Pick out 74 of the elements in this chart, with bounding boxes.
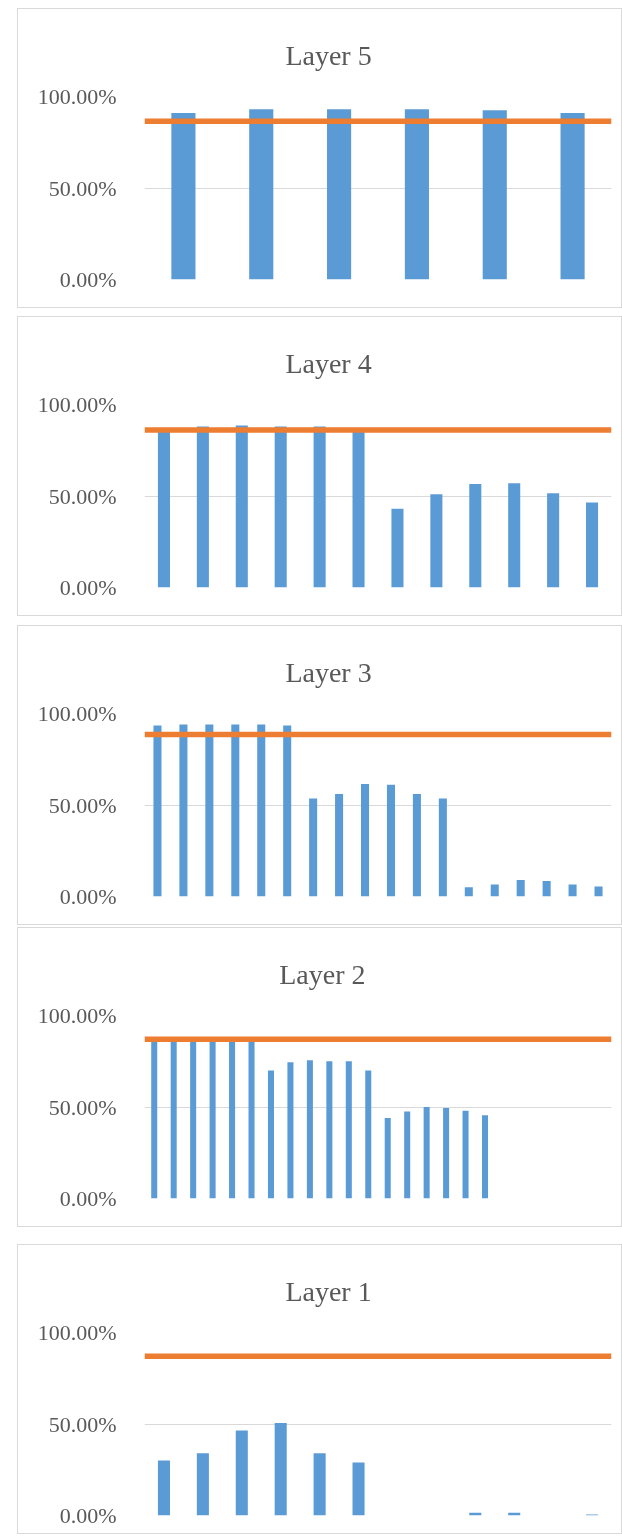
bar — [586, 502, 599, 588]
bar — [462, 1110, 469, 1199]
bar — [151, 1040, 158, 1199]
chart-title: Layer 2 — [279, 959, 366, 990]
bar — [365, 1070, 372, 1199]
y-tick-label: 0.00% — [59, 1186, 117, 1211]
y-tick-label: 0.00% — [59, 884, 117, 909]
bar — [508, 483, 521, 588]
bar — [430, 494, 443, 588]
bar — [283, 725, 292, 897]
bar — [412, 794, 421, 897]
bar — [229, 1040, 236, 1199]
chart-title: Layer 1 — [285, 1276, 372, 1307]
bar — [274, 426, 287, 588]
bar — [352, 431, 365, 588]
bar — [170, 1040, 177, 1199]
bar — [335, 794, 344, 897]
y-tick-label: 50.00% — [48, 1094, 117, 1120]
bar — [361, 783, 370, 897]
bar — [157, 1460, 170, 1516]
bar — [490, 884, 499, 897]
bar — [231, 724, 240, 897]
bar — [235, 425, 248, 588]
bar — [345, 1061, 352, 1199]
bar — [352, 1462, 365, 1516]
bar — [306, 1060, 313, 1199]
y-tick-label: 50.00% — [48, 483, 117, 509]
bar — [438, 798, 447, 897]
bar — [205, 724, 214, 897]
bar — [257, 724, 266, 897]
bar — [568, 884, 577, 897]
bar — [391, 508, 404, 588]
bar — [542, 880, 551, 897]
bar — [309, 798, 318, 897]
bar — [443, 1107, 450, 1199]
y-tick-label: 50.00% — [48, 1411, 117, 1437]
bar — [313, 426, 326, 588]
bar — [196, 1453, 209, 1516]
bar — [516, 880, 525, 897]
bar — [464, 887, 473, 897]
y-tick-label: 0.00% — [59, 1503, 117, 1528]
y-tick-label: 100.00% — [37, 84, 117, 109]
bar — [482, 1115, 489, 1199]
bar — [326, 1061, 333, 1199]
chart-title: Layer 3 — [285, 657, 372, 688]
bar — [190, 1040, 197, 1199]
y-tick-label: 100.00% — [37, 701, 117, 726]
bar — [423, 1107, 430, 1199]
chart-title: Layer 5 — [285, 40, 372, 71]
bar — [594, 886, 603, 897]
bar — [209, 1040, 216, 1199]
bar — [287, 1062, 294, 1199]
bar — [196, 426, 209, 588]
bar — [157, 431, 170, 588]
y-tick-label: 0.00% — [59, 575, 117, 600]
y-tick-label: 50.00% — [48, 792, 117, 818]
y-tick-label: 100.00% — [37, 392, 117, 417]
bar — [153, 725, 162, 897]
bar — [404, 1111, 411, 1199]
bar — [274, 1423, 287, 1516]
bar — [248, 1040, 255, 1199]
y-tick-label: 0.00% — [59, 267, 117, 292]
bar — [179, 724, 188, 897]
chart-title: Layer 4 — [285, 348, 372, 379]
bar — [386, 784, 395, 897]
y-tick-label: 50.00% — [48, 175, 117, 201]
bar — [235, 1430, 248, 1516]
bar — [384, 1117, 391, 1199]
bar — [547, 493, 560, 588]
bar — [267, 1070, 274, 1199]
bar — [313, 1453, 326, 1516]
bar — [469, 484, 482, 588]
y-tick-label: 100.00% — [37, 1003, 117, 1028]
y-tick-label: 100.00% — [37, 1320, 117, 1345]
